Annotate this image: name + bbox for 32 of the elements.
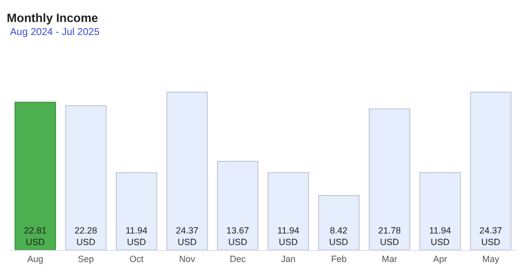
x-tick-label: Feb — [331, 254, 347, 264]
bar — [318, 194, 360, 250]
x-tick-label: Jan — [281, 254, 296, 264]
bar — [419, 172, 461, 250]
x-tick-label: Sep — [78, 254, 94, 264]
chart-title: Monthly Income — [6, 11, 98, 25]
x-tick-label: May — [482, 254, 500, 264]
data-label: 8.42 USD — [329, 225, 349, 247]
data-label: 11.94 USD — [126, 225, 148, 247]
data-label: 11.94 USD — [429, 225, 452, 247]
data-label: 21.78 USD — [378, 225, 401, 247]
x-tick-label: Apr — [433, 254, 448, 264]
data-label: 11.94 USD — [277, 225, 300, 247]
bar — [368, 108, 410, 250]
data-label: 22.28 USD — [74, 225, 98, 247]
bar — [116, 172, 158, 250]
bar — [470, 92, 512, 250]
bar — [65, 105, 107, 250]
x-tick-label: Dec — [230, 254, 246, 264]
x-tick-label: Mar — [382, 254, 398, 264]
data-label: 13.67 USD — [226, 225, 249, 247]
chart-subtitle: Aug 2024 - Jul 2025 — [10, 27, 100, 38]
data-label: 24.37 USD — [479, 225, 502, 247]
x-tick-label: Nov — [179, 254, 196, 264]
bar — [216, 160, 258, 250]
bar — [268, 172, 310, 250]
data-label: 24.37 USD — [176, 225, 198, 247]
x-tick-label: Aug — [27, 254, 44, 264]
x-tick-label: Oct — [129, 254, 144, 264]
bar — [14, 102, 56, 250]
data-label: 22.81 USD — [24, 225, 47, 247]
bar — [166, 92, 208, 250]
